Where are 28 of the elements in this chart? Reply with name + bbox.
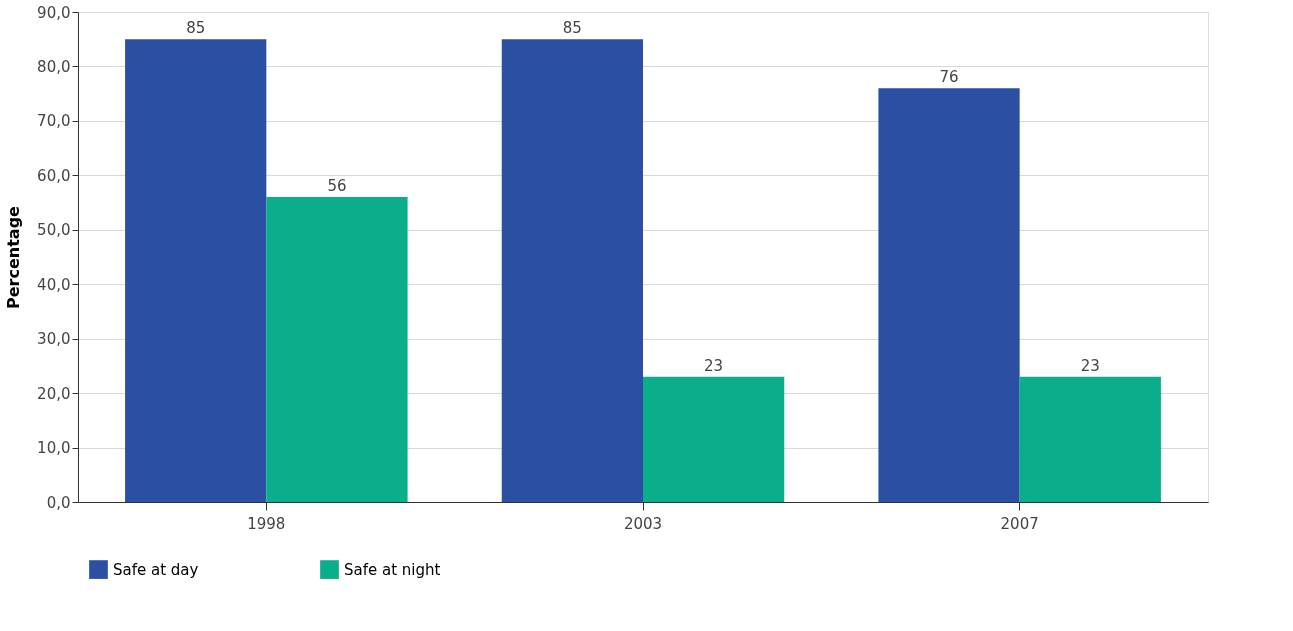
y-tick-label: 90,0 (37, 3, 71, 22)
legend-label: Safe at night (344, 560, 441, 579)
data-label: 23 (704, 356, 724, 375)
y-tick-label: 0,0 (46, 493, 71, 512)
x-tick-label: 2007 (1000, 514, 1039, 533)
y-tick-label: 10,0 (37, 439, 71, 458)
x-tick-label: 2003 (623, 514, 663, 533)
bar (878, 88, 1020, 502)
data-label: 23 (1080, 356, 1100, 375)
bar (643, 376, 785, 502)
data-label: 56 (327, 177, 347, 196)
legend-label: Safe at day (113, 560, 199, 579)
y-axis-title: Percentage (4, 205, 24, 309)
x-tick-label: 1998 (247, 514, 286, 533)
data-label: 85 (186, 19, 206, 38)
y-tick-label: 30,0 (37, 330, 71, 349)
y-tick-label: 50,0 (37, 221, 71, 240)
bar (266, 197, 408, 502)
bar (501, 39, 643, 502)
data-label: 76 (939, 68, 959, 87)
y-tick-label: 60,0 (37, 166, 71, 185)
y-tick-label: 70,0 (37, 112, 71, 131)
y-tick-label: 80,0 (37, 57, 71, 76)
y-tick-label: 40,0 (37, 275, 71, 294)
bar (1019, 376, 1161, 502)
y-tick-label: 20,0 (37, 384, 71, 403)
data-label: 85 (562, 19, 582, 38)
bar (125, 39, 267, 502)
